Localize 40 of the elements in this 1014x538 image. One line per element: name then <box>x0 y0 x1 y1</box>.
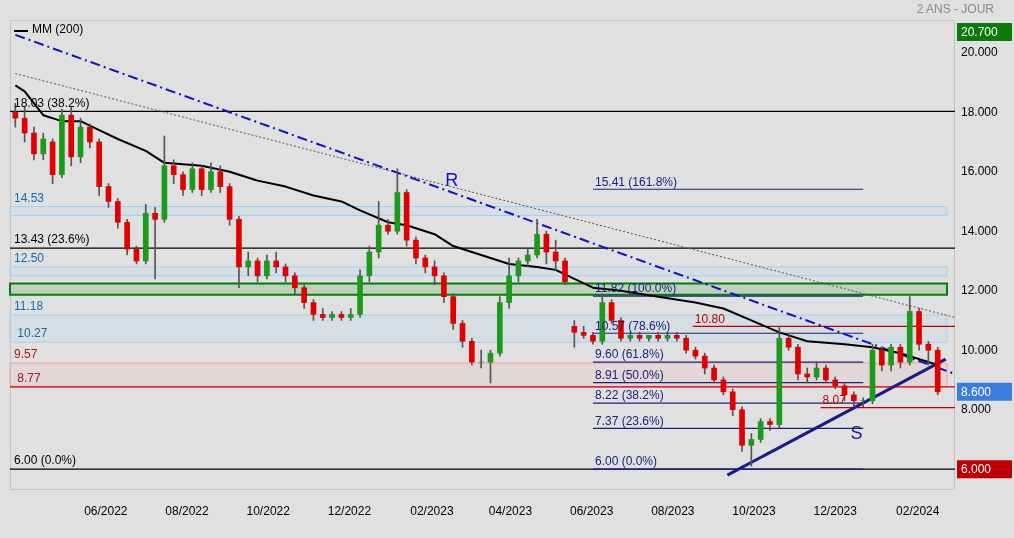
series-label: 9.60 (61.8%) <box>594 347 664 362</box>
y-tick-label: 8.000 <box>961 402 992 416</box>
x-tick-label: 08/2023 <box>651 503 695 518</box>
series-label: R <box>445 170 459 191</box>
series-label: 15.41 (161.8%) <box>594 174 678 189</box>
x-tick-label: 12/2022 <box>327 503 372 518</box>
x-tick-label: 02/2024 <box>896 503 940 518</box>
series-label: 10.80 <box>694 311 726 326</box>
x-tick-label: 12/2023 <box>813 503 858 518</box>
series-label: 6.00 (0.0%) <box>594 454 658 469</box>
x-tick-label: 08/2022 <box>165 503 210 518</box>
chart-subtitle: 2 ANS - JOUR <box>916 2 995 17</box>
ref-line-label: 6.00 (0.0%) <box>14 453 77 468</box>
series-label: S <box>850 423 863 444</box>
ref-line-label: 13.43 (23.6%) <box>14 232 90 247</box>
series-label: 8.22 (38.2%) <box>594 388 664 403</box>
band-label: 9.57 <box>14 347 38 362</box>
y-tick-label: 20.000 <box>961 45 999 60</box>
series-label: 7.37 (23.6%) <box>594 413 664 428</box>
x-tick-label: 04/2023 <box>488 503 533 518</box>
x-tick-label: 10/2022 <box>246 503 291 518</box>
annotation: 8.77 <box>17 371 42 386</box>
x-tick-label: 02/2023 <box>410 503 454 518</box>
y-tick-label: 18.000 <box>961 104 999 119</box>
legend-label: MM (200) <box>32 22 84 37</box>
text: 20.700 <box>961 25 999 40</box>
x-tick-label: 06/2023 <box>569 503 614 518</box>
annotation: 10.27 <box>17 326 48 341</box>
y-tick-label: 16.000 <box>961 164 999 179</box>
band-label: 14.53 <box>14 190 45 205</box>
y-tick-label: 10.000 <box>961 342 999 357</box>
band-label: 11.18 <box>14 299 44 314</box>
y-tick-label: 12.000 <box>961 283 999 298</box>
annotation: 6.000 <box>961 462 992 477</box>
series-label: 8.91 (50.0%) <box>594 367 664 382</box>
x-tick-label: 10/2023 <box>732 503 777 518</box>
band-label: 12.50 <box>14 251 45 266</box>
annotation: 8.600 <box>961 385 992 400</box>
y-tick-label: 14.000 <box>961 223 999 238</box>
x-tick-label: 06/2022 <box>84 503 128 518</box>
